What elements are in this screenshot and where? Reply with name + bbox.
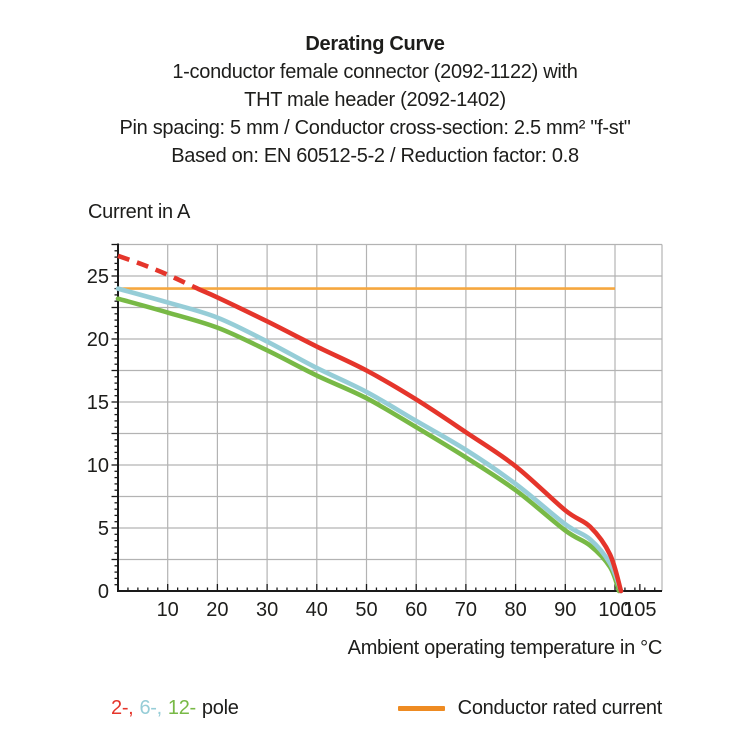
svg-text:30: 30 [256, 599, 278, 621]
tick-marks [111, 243, 656, 591]
curve-12-pole [115, 296, 622, 594]
svg-text:40: 40 [306, 599, 328, 621]
chart-subtitle-3: Pin spacing: 5 mm / Conductor cross-sect… [119, 117, 631, 139]
rated-current-label: Conductor rated current [457, 697, 663, 719]
legend-poles: 2-, 6-, 12- pole [111, 697, 239, 720]
chart-subtitle-1: 1-conductor female connector (2092-1122)… [172, 61, 578, 83]
y-tick-labels: 0 5 10 15 20 25 [87, 266, 109, 603]
svg-text:100: 100 [598, 599, 631, 621]
curve-6-pole [115, 286, 624, 594]
chart-subtitle-4: Based on: EN 60512-5-2 / Reduction facto… [171, 145, 579, 167]
svg-text:80: 80 [504, 599, 526, 621]
svg-text:20: 20 [87, 329, 109, 351]
svg-text:60: 60 [405, 599, 427, 621]
legend-pole-12: 12- [167, 697, 196, 719]
svg-text:10: 10 [157, 599, 179, 621]
curve-2-pole-dashed [117, 253, 198, 292]
chart-subtitle-2: THT male header (2092-1402) [244, 89, 506, 111]
svg-text:105: 105 [623, 599, 656, 621]
legend-rated: Conductor rated current [397, 697, 663, 720]
svg-text:0: 0 [98, 581, 109, 603]
rated-current-swatch [397, 706, 445, 711]
y-axis-title: Current in A [88, 201, 191, 223]
svg-text:15: 15 [87, 392, 109, 414]
svg-text:50: 50 [355, 599, 377, 621]
chart-heading: Derating Curve [305, 33, 445, 55]
chart-title-block: Derating Curve 1-conductor female connec… [0, 30, 750, 170]
svg-text:5: 5 [98, 518, 109, 540]
x-axis-title: Ambient operating temperature in °C [347, 637, 663, 659]
svg-text:25: 25 [87, 266, 109, 288]
legend-pole-suffix: pole [201, 697, 239, 719]
svg-text:10: 10 [87, 455, 109, 477]
curve-2-pole [197, 286, 624, 594]
svg-text:90: 90 [554, 599, 576, 621]
svg-text:70: 70 [455, 599, 477, 621]
legend-pole-6: 6-, [139, 697, 162, 719]
svg-text:20: 20 [206, 599, 228, 621]
legend-pole-2: 2-, [111, 697, 134, 719]
